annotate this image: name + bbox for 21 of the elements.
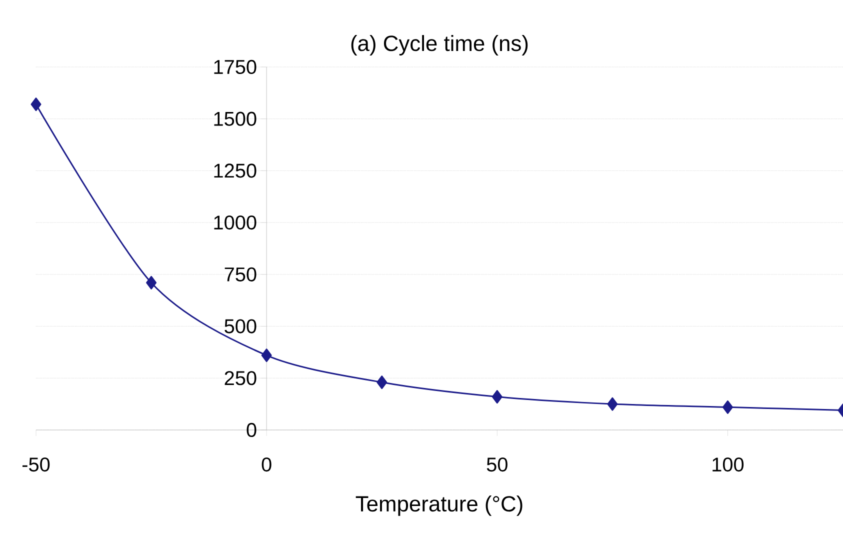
point <box>30 98 42 112</box>
x-tick-label: 0 <box>262 458 272 472</box>
point <box>146 276 157 290</box>
y-tick-label: 1750 <box>214 60 256 74</box>
y-tick-label: 500 <box>224 319 256 334</box>
y-tick-label: 0 <box>246 422 256 438</box>
x-tick-label: 50 <box>486 458 508 472</box>
y-tick-label: 1500 <box>214 112 256 126</box>
point <box>492 390 502 404</box>
y-tick-label: 250 <box>224 371 256 386</box>
y-tick-label: 1000 <box>214 216 256 230</box>
x-tick-label: -50 <box>22 458 50 472</box>
point <box>261 348 272 362</box>
y-tick-label: 1250 <box>214 164 256 178</box>
x-tick-label: 100 <box>712 458 744 472</box>
point <box>376 376 388 390</box>
point <box>607 397 618 411</box>
x-axis-title: Temperature (°C) <box>356 495 522 516</box>
point <box>722 400 733 414</box>
chart-title: (a) Cycle time (ns) <box>351 35 528 56</box>
y-tick-label: 750 <box>224 267 256 282</box>
